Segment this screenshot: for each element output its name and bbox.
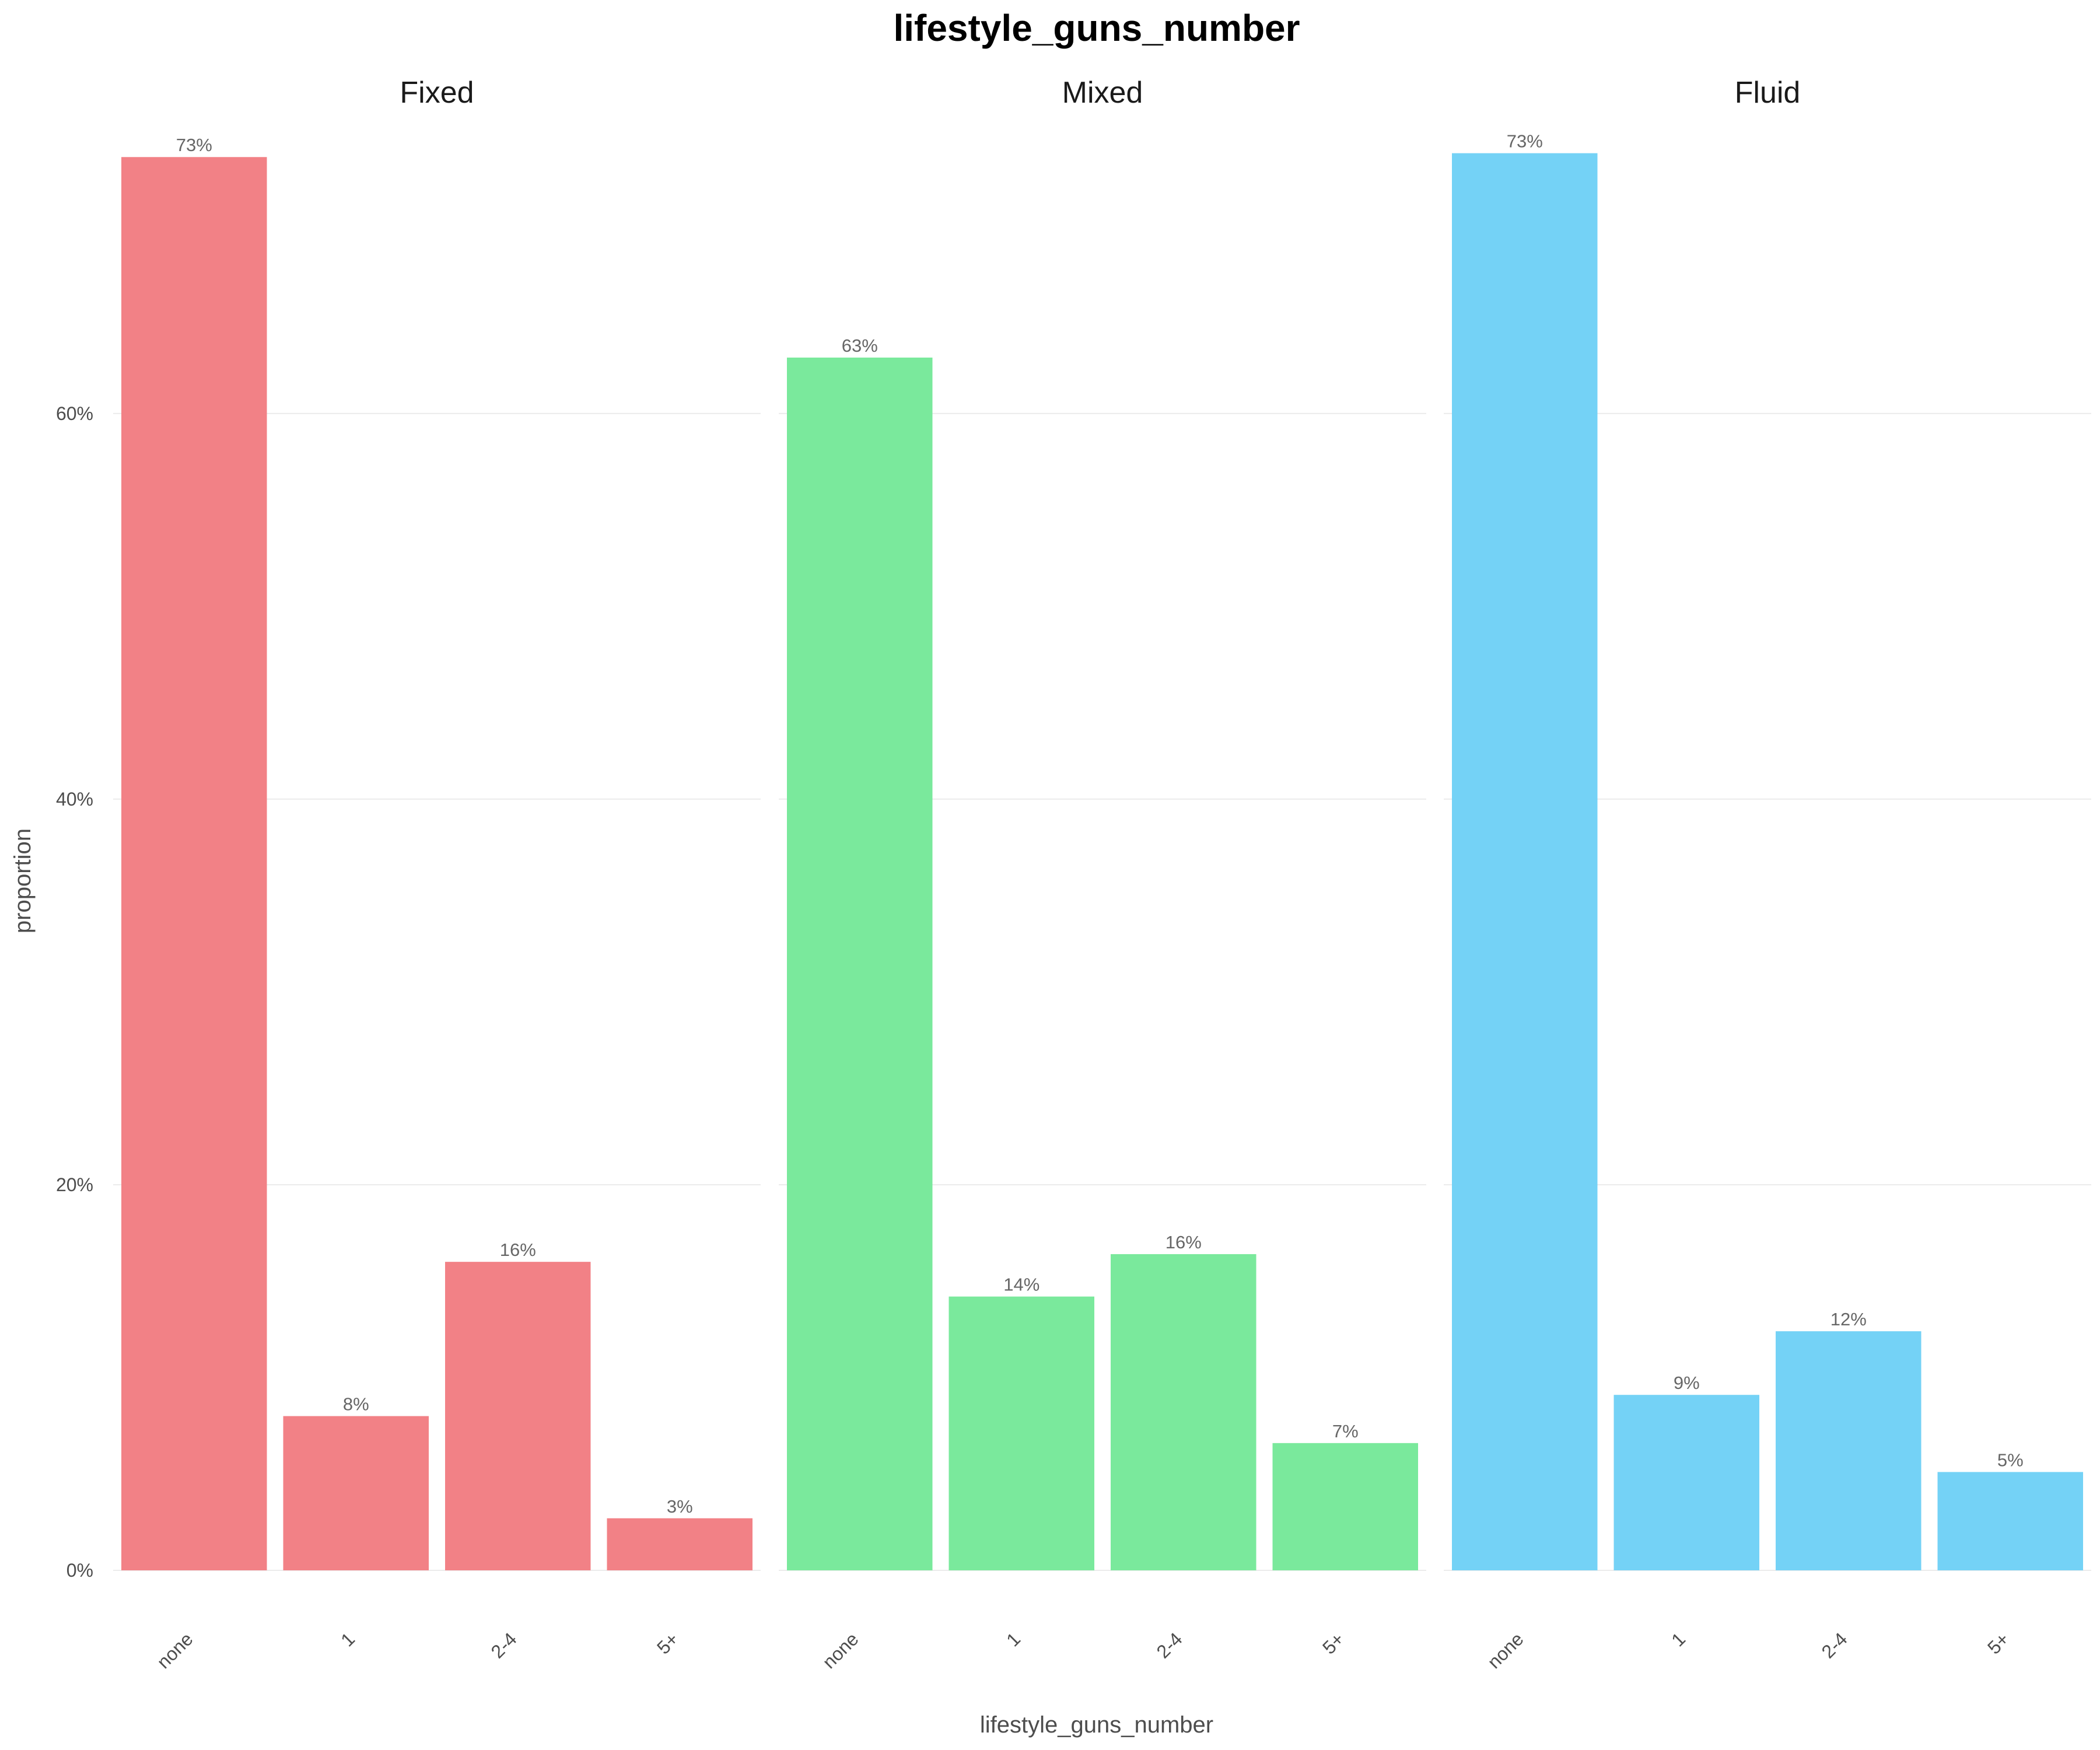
bar-fixed-5+ — [607, 1518, 752, 1570]
data-label: 73% — [1507, 131, 1543, 152]
data-label: 7% — [1332, 1421, 1359, 1441]
data-label: 3% — [667, 1496, 693, 1517]
x-axis-title: lifestyle_guns_number — [980, 1712, 1213, 1738]
data-label: 12% — [1831, 1309, 1867, 1329]
x-tick-label: 5+ — [1318, 1628, 1348, 1658]
x-tick-label: 1 — [337, 1628, 359, 1650]
facet-panel-fluid: Fluid 73% none 9% 1 12% 2-4 5% 5+ — [1444, 76, 2091, 1672]
facet-panel-fixed: Fixed 73% none 8% 1 16% 2-4 3% 5+ — [113, 76, 761, 1672]
bar-fluid-5+ — [1937, 1472, 2083, 1570]
x-tick-label: 5+ — [653, 1628, 682, 1658]
bar-fluid-none — [1452, 153, 1598, 1570]
y-tick-label: 20% — [56, 1174, 93, 1195]
x-tick-label: 1 — [1002, 1628, 1024, 1650]
data-label: 8% — [343, 1394, 369, 1415]
y-axis-title: proportion — [10, 828, 36, 933]
bar-fluid-1 — [1614, 1395, 1759, 1570]
facet-title: Mixed — [1062, 76, 1143, 110]
facet-panels: Fixed 73% none 8% 1 16% 2-4 3% 5+ Mixed 63% none 14%… — [113, 76, 2091, 1672]
bar-fixed-1 — [283, 1416, 429, 1570]
x-tick-label: 1 — [1667, 1628, 1689, 1650]
data-label: 16% — [1166, 1232, 1202, 1252]
y-tick-label: 0% — [66, 1560, 93, 1581]
data-label: 73% — [176, 135, 212, 155]
x-tick-label: none — [1483, 1628, 1528, 1672]
bar-fixed-2-4 — [445, 1262, 591, 1570]
bar-mixed-1 — [949, 1296, 1094, 1570]
data-label: 14% — [1003, 1275, 1040, 1295]
data-label: 16% — [500, 1240, 536, 1260]
y-tick-label: 40% — [56, 789, 93, 810]
y-tick-label: 60% — [56, 403, 93, 424]
x-tick-label: none — [153, 1628, 197, 1672]
x-tick-label: 5+ — [1983, 1628, 2013, 1658]
x-tick-label: none — [818, 1628, 863, 1672]
data-label: 9% — [1674, 1373, 1700, 1393]
bar-fixed-none — [121, 157, 267, 1570]
x-tick-label: 2-4 — [487, 1628, 521, 1662]
bar-mixed-5+ — [1272, 1443, 1418, 1570]
bar-mixed-2-4 — [1111, 1254, 1256, 1570]
facet-panel-mixed: Mixed 63% none 14% 1 16% 2-4 7% 5+ — [779, 76, 1426, 1672]
facet-title: Fluid — [1735, 76, 1801, 110]
chart-title: lifestyle_guns_number — [893, 7, 1300, 49]
x-tick-label: 2-4 — [1153, 1628, 1186, 1662]
x-tick-label: 2-4 — [1818, 1628, 1852, 1662]
bar-mixed-none — [787, 357, 933, 1570]
y-axis: 0% 20% 40% 60% — [56, 403, 93, 1581]
data-label: 63% — [842, 335, 878, 356]
facet-title: Fixed — [400, 76, 474, 110]
data-label: 5% — [1997, 1450, 2024, 1470]
bar-fluid-2-4 — [1776, 1331, 1922, 1570]
